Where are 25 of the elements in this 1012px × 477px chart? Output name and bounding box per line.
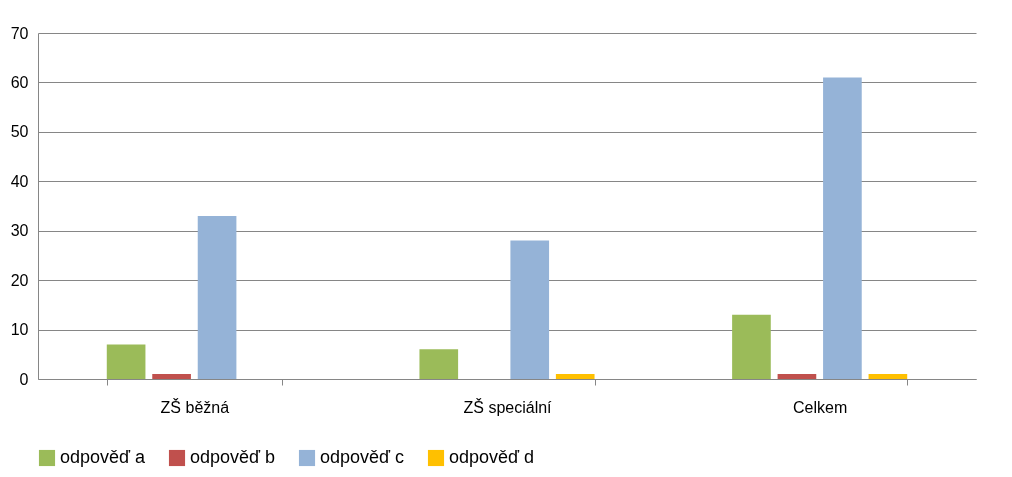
x-tick-label: ZŠ speciální — [463, 397, 553, 416]
y-tick-label: 70 — [10, 24, 29, 42]
bar — [510, 240, 550, 379]
legend-label: odpověď d — [449, 447, 535, 467]
y-tick-label: 10 — [10, 321, 29, 339]
bar — [419, 349, 459, 379]
bar — [732, 314, 771, 379]
y-tick-label: 20 — [10, 271, 29, 289]
y-tick-label: 30 — [10, 222, 29, 240]
bar — [152, 374, 191, 379]
legend-label: odpověď b — [190, 447, 276, 467]
bar — [868, 374, 908, 379]
bar — [106, 344, 146, 379]
bar — [823, 77, 862, 379]
legend-label: odpověď c — [320, 447, 405, 467]
bar — [197, 215, 237, 379]
y-tick-label: 60 — [10, 73, 29, 91]
x-tick-label: Celkem — [793, 398, 848, 416]
x-tick-label: ZŠ běžná — [160, 397, 230, 416]
bar — [777, 374, 817, 379]
y-tick-label: 0 — [19, 370, 29, 388]
bar — [555, 374, 595, 379]
y-tick-label: 50 — [10, 123, 29, 141]
legend-label: odpověď a — [60, 447, 147, 467]
y-tick-label: 40 — [10, 172, 29, 190]
